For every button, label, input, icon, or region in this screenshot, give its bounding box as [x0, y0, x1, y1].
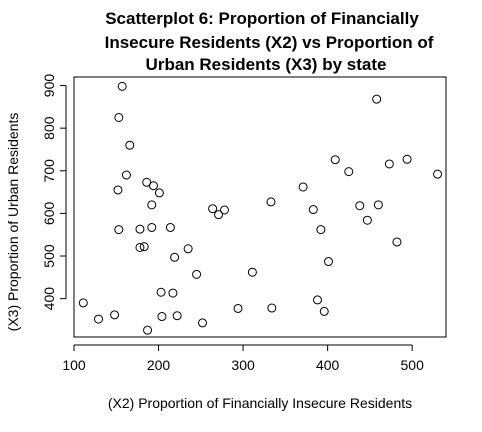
data-point	[309, 206, 317, 214]
data-point	[171, 253, 179, 261]
data-point	[115, 113, 123, 121]
data-point	[248, 268, 256, 276]
y-axis-label: (X3) Proportion of Urban Residents	[5, 113, 21, 332]
data-point	[155, 189, 163, 197]
data-point	[356, 202, 364, 210]
data-point	[111, 311, 119, 319]
data-point	[345, 168, 353, 176]
data-point	[220, 206, 228, 214]
data-point	[169, 289, 177, 297]
y-axis: 400 500 600 700 800 900	[41, 74, 66, 311]
data-point	[122, 171, 130, 179]
x-tick-label: 500	[401, 357, 425, 373]
data-point	[373, 95, 381, 103]
y-tick-label: 600	[41, 202, 57, 226]
data-points	[79, 82, 441, 334]
data-point	[317, 226, 325, 234]
x-tick-label: 300	[231, 357, 255, 373]
x-tick-label: 200	[147, 357, 171, 373]
chart-title-line-3: Urban Residents (X3) by state	[146, 55, 387, 74]
y-tick-label: 400	[41, 287, 57, 311]
data-point	[324, 258, 332, 266]
data-point	[148, 223, 156, 231]
y-tick-label: 700	[41, 159, 57, 183]
chart-title: Scatterplot 6: Proportion of Financially…	[105, 9, 434, 74]
data-point	[115, 226, 123, 234]
data-point	[184, 245, 192, 253]
data-point	[126, 141, 134, 149]
data-point	[331, 156, 339, 164]
data-point	[320, 307, 328, 315]
x-axis-label: (X2) Proportion of Financially Insecure …	[108, 395, 412, 411]
data-point	[114, 186, 122, 194]
data-point	[267, 198, 275, 206]
data-point	[299, 183, 307, 191]
data-point	[173, 312, 181, 320]
x-tick-label: 400	[316, 357, 340, 373]
data-point	[434, 170, 442, 178]
data-point	[393, 238, 401, 246]
data-point	[79, 299, 87, 307]
plot-frame	[74, 77, 446, 337]
data-point	[234, 304, 242, 312]
data-point	[118, 82, 126, 90]
y-tick-label: 800	[41, 116, 57, 140]
y-tick-label: 900	[41, 74, 57, 98]
data-point	[136, 225, 144, 233]
data-point	[149, 182, 157, 190]
data-point	[95, 315, 103, 323]
data-point	[268, 304, 276, 312]
x-tick-label: 100	[62, 357, 86, 373]
data-point	[148, 201, 156, 209]
data-point	[157, 288, 165, 296]
data-point	[385, 160, 393, 168]
data-point	[363, 216, 371, 224]
chart-title-line-1: Scatterplot 6: Proportion of Financially	[105, 9, 419, 28]
data-point	[166, 223, 174, 231]
data-point	[144, 326, 152, 334]
data-point	[403, 155, 411, 163]
chart-title-line-2: Insecure Residents (X2) vs Proportion of	[105, 33, 434, 52]
x-axis: 100 200 300 400 500	[62, 345, 424, 373]
data-point	[199, 319, 207, 327]
data-point	[158, 313, 166, 321]
data-point	[193, 270, 201, 278]
data-point	[313, 296, 321, 304]
data-point	[374, 201, 382, 209]
y-tick-label: 500	[41, 244, 57, 268]
